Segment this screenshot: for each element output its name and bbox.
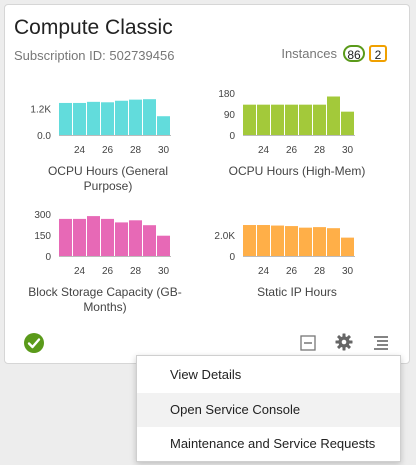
chart-bar	[285, 226, 298, 256]
y-tick-label: 300	[34, 210, 51, 221]
chart-static-ip: 0 2.0K 24 26 28 30	[207, 210, 367, 286]
chart-ocpu-general-svg: 0.0 1.2K 24 26 28 30	[30, 99, 171, 156]
chart-bar	[73, 102, 86, 135]
actions-dropdown-menu: View Details Open Service Console Mainte…	[136, 355, 401, 462]
chart-bar	[257, 104, 270, 135]
chart-bar	[327, 228, 340, 256]
chart-block-storage-title: Block Storage Capacity (GB-Months)	[28, 285, 182, 314]
chart-bar	[327, 96, 340, 135]
menu-item-maintenance-requests[interactable]: Maintenance and Service Requests	[170, 436, 376, 451]
x-tick-label: 24	[258, 145, 270, 156]
x-tick-label: 28	[130, 266, 142, 277]
instances-warning-badge[interactable]: 2	[369, 45, 387, 62]
y-tick-label: 180	[218, 89, 235, 100]
x-tick-label: 24	[74, 145, 86, 156]
subscription-id: Subscription ID: 502739456	[14, 48, 175, 63]
y-tick-label: 2.0K	[214, 231, 235, 242]
chart-bar	[257, 225, 270, 256]
chart-ocpu-highmem-title: OCPU Hours (High-Mem)	[228, 164, 366, 178]
chart-bar	[243, 225, 256, 256]
chart-bar	[341, 237, 354, 256]
chart-bar	[271, 225, 284, 256]
check-circle-icon	[24, 333, 44, 358]
chart-bar	[143, 99, 156, 135]
chart-bar	[313, 227, 326, 256]
chart-ocpu-general-title: OCPU Hours (General Purpose)	[47, 164, 169, 193]
y-tick-label: 90	[224, 110, 236, 121]
chart-bar	[59, 102, 72, 135]
chart-static-ip-title: Static IP Hours	[257, 285, 337, 299]
chart-ocpu-general: 0.0 1.2K 24 26 28 30	[23, 89, 183, 165]
y-tick-label: 0	[229, 131, 235, 142]
chart-bar	[59, 218, 72, 256]
compute-classic-card: Compute Classic Subscription ID: 5027394…	[4, 4, 410, 364]
chart-bar	[243, 104, 256, 135]
x-tick-label: 30	[158, 145, 170, 156]
hamburger-menu-icon[interactable]	[373, 335, 389, 356]
chart-block-storage-svg: 0 150 300 24 26 28 30	[34, 210, 171, 277]
menu-item-view-details[interactable]: View Details	[170, 367, 242, 382]
gear-icon[interactable]	[335, 333, 353, 356]
x-tick-label: 24	[74, 266, 86, 277]
chart-bar	[129, 220, 142, 256]
x-tick-label: 30	[342, 266, 354, 277]
x-tick-label: 26	[102, 266, 114, 277]
chart-bar	[299, 227, 312, 256]
instances-running-badge[interactable]: 86	[343, 45, 365, 62]
y-tick-label: 1.2K	[30, 104, 51, 115]
chart-bar	[73, 218, 86, 256]
chart-bar	[101, 218, 114, 256]
card-title: Compute Classic	[14, 16, 173, 39]
chart-bar	[101, 102, 114, 135]
chart-ocpu-highmem: 0 90 180 24 26 28 30	[207, 89, 367, 165]
chart-bar	[129, 99, 142, 135]
x-tick-label: 26	[286, 266, 298, 277]
instances-summary: Instances 86 2	[281, 45, 387, 62]
x-tick-label: 28	[314, 145, 326, 156]
chart-static-ip-svg: 0 2.0K 24 26 28 30	[214, 225, 355, 277]
x-tick-label: 30	[158, 266, 170, 277]
minimize-icon[interactable]	[300, 335, 316, 356]
chart-bar	[157, 235, 170, 256]
x-tick-label: 26	[102, 145, 114, 156]
x-tick-label: 30	[342, 145, 354, 156]
chart-bar	[115, 100, 128, 135]
chart-bar	[299, 104, 312, 135]
y-tick-label: 150	[34, 231, 51, 242]
chart-bar	[87, 216, 100, 256]
chart-ocpu-highmem-svg: 0 90 180 24 26 28 30	[218, 89, 355, 156]
chart-bar	[285, 104, 298, 135]
instances-label: Instances	[281, 46, 337, 61]
chart-bar	[87, 101, 100, 135]
y-tick-label: 0	[229, 252, 235, 263]
chart-bar	[115, 222, 128, 256]
x-tick-label: 28	[314, 266, 326, 277]
y-tick-label: 0.0	[37, 131, 51, 142]
x-tick-label: 26	[286, 145, 298, 156]
chart-bar	[271, 104, 284, 135]
chart-block-storage: 0 150 300 24 26 28 30	[23, 210, 183, 286]
x-tick-label: 24	[258, 266, 270, 277]
chart-bar	[341, 111, 354, 135]
y-tick-label: 0	[45, 252, 51, 263]
chart-bar	[143, 225, 156, 256]
chart-bar	[157, 116, 170, 135]
x-tick-label: 28	[130, 145, 142, 156]
menu-item-open-service-console[interactable]: Open Service Console	[137, 393, 400, 427]
chart-bar	[313, 104, 326, 135]
